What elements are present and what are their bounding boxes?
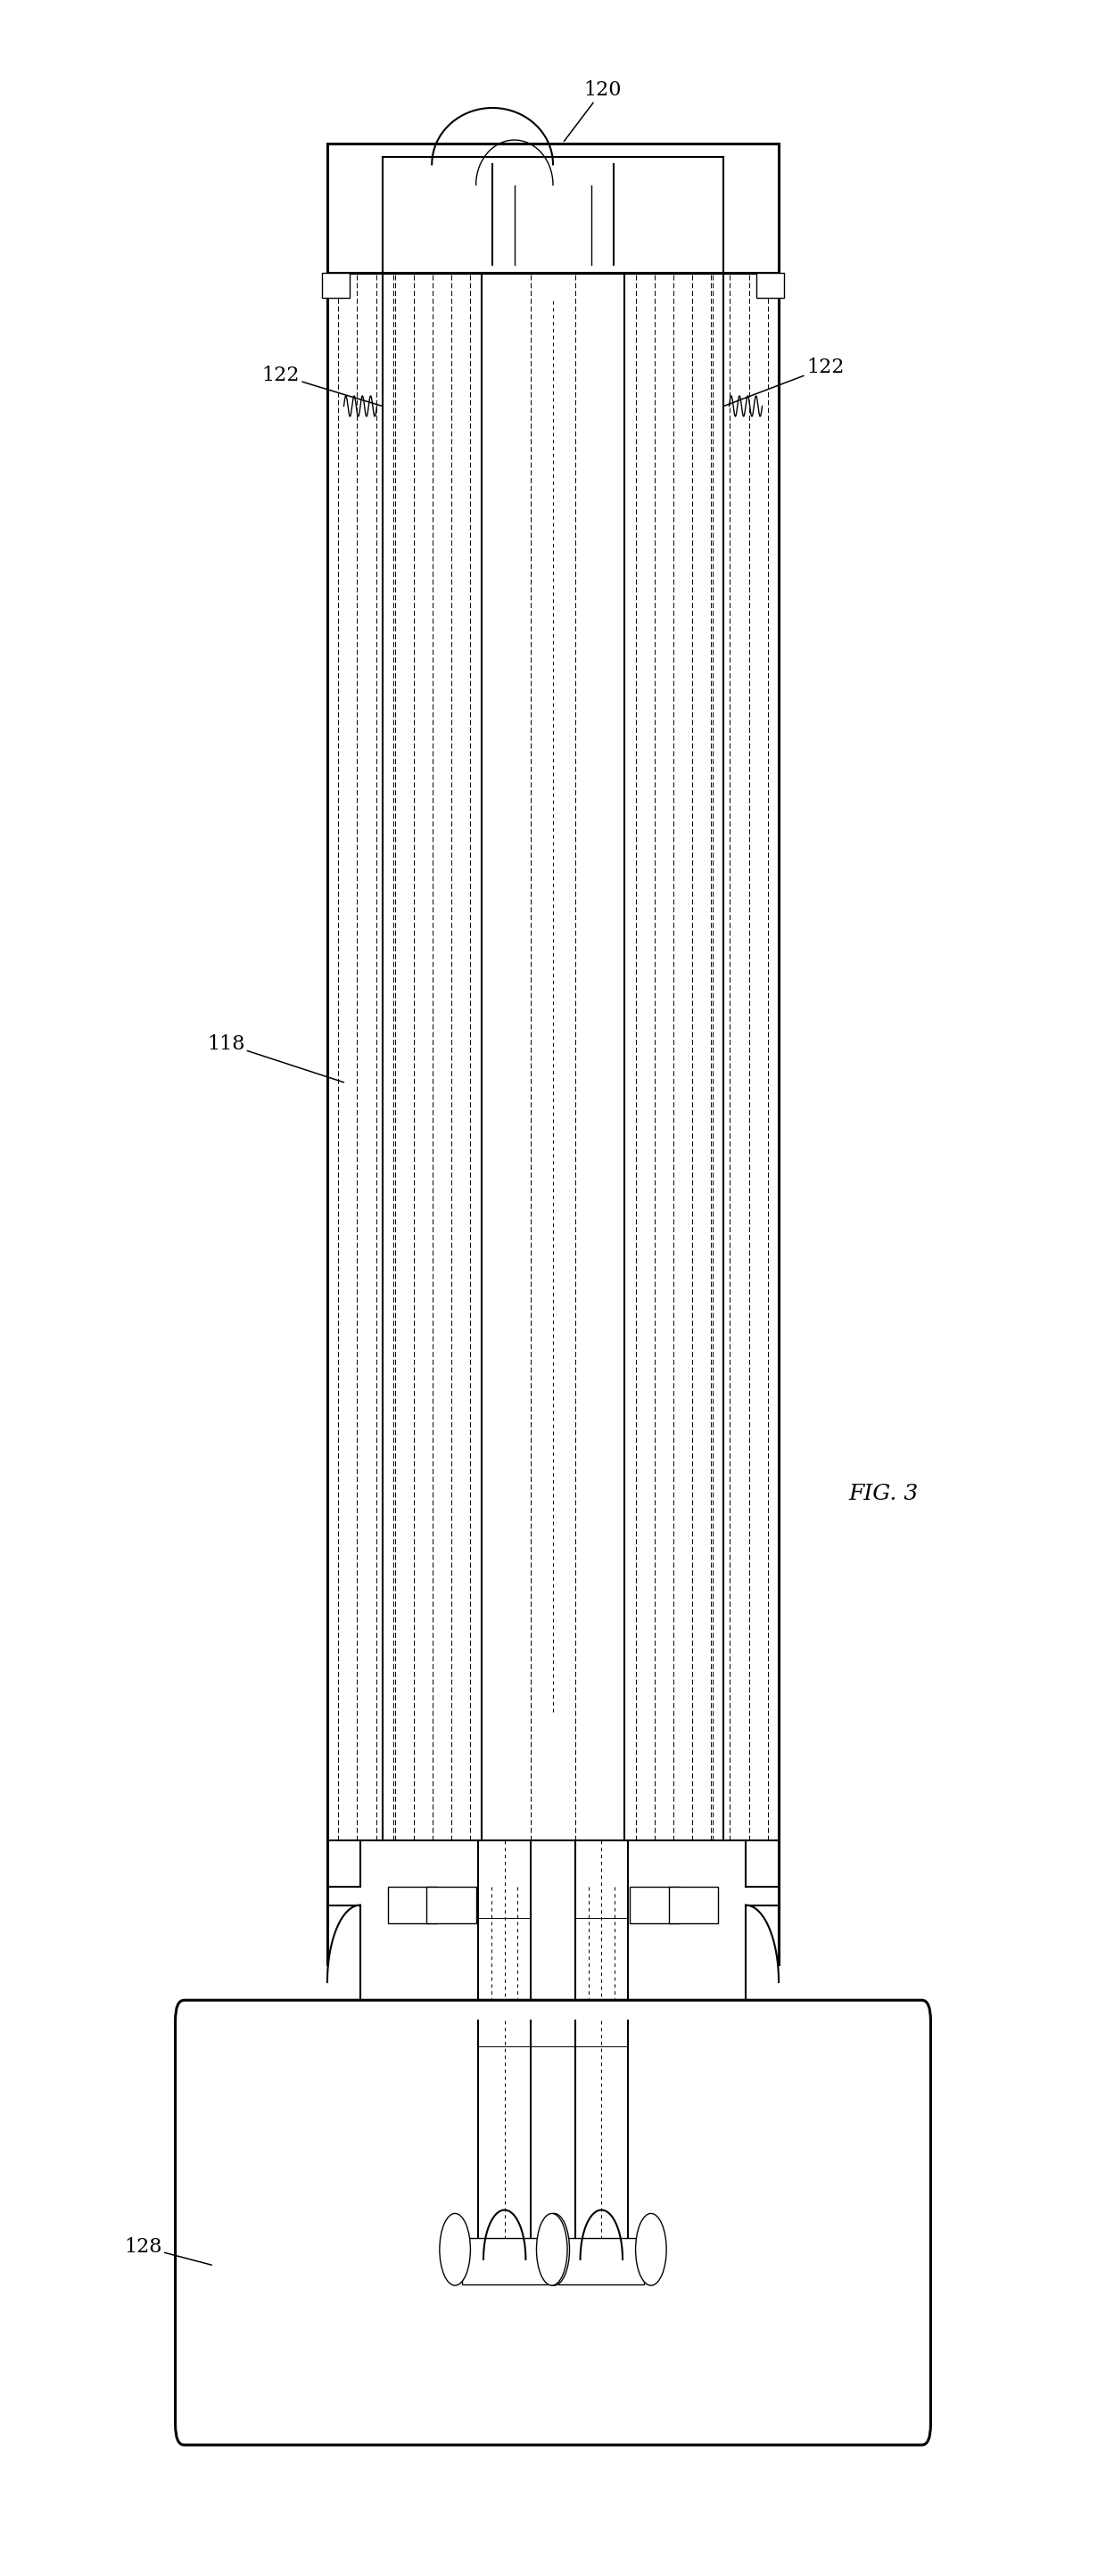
- Text: 128: 128: [124, 2236, 211, 2264]
- Bar: [388, 1888, 437, 1924]
- Text: 120: 120: [564, 80, 622, 142]
- Text: FIG. 3: FIG. 3: [848, 1484, 918, 1504]
- Circle shape: [636, 2213, 667, 2285]
- Bar: [757, 273, 784, 299]
- Bar: [427, 1888, 476, 1924]
- Circle shape: [439, 2213, 470, 2285]
- Circle shape: [539, 2213, 570, 2285]
- Bar: [461, 2239, 547, 2285]
- Bar: [669, 1888, 718, 1924]
- Bar: [559, 2239, 645, 2285]
- Bar: [734, 2020, 748, 2050]
- Circle shape: [536, 2213, 567, 2285]
- Bar: [333, 2020, 346, 2050]
- Text: 122: 122: [262, 366, 383, 407]
- FancyBboxPatch shape: [176, 1999, 930, 2445]
- Text: 122: 122: [723, 358, 844, 407]
- Bar: [322, 273, 349, 299]
- Bar: [760, 2020, 773, 2050]
- Bar: [358, 2020, 372, 2050]
- Bar: [630, 1888, 679, 1924]
- Text: 118: 118: [207, 1033, 344, 1082]
